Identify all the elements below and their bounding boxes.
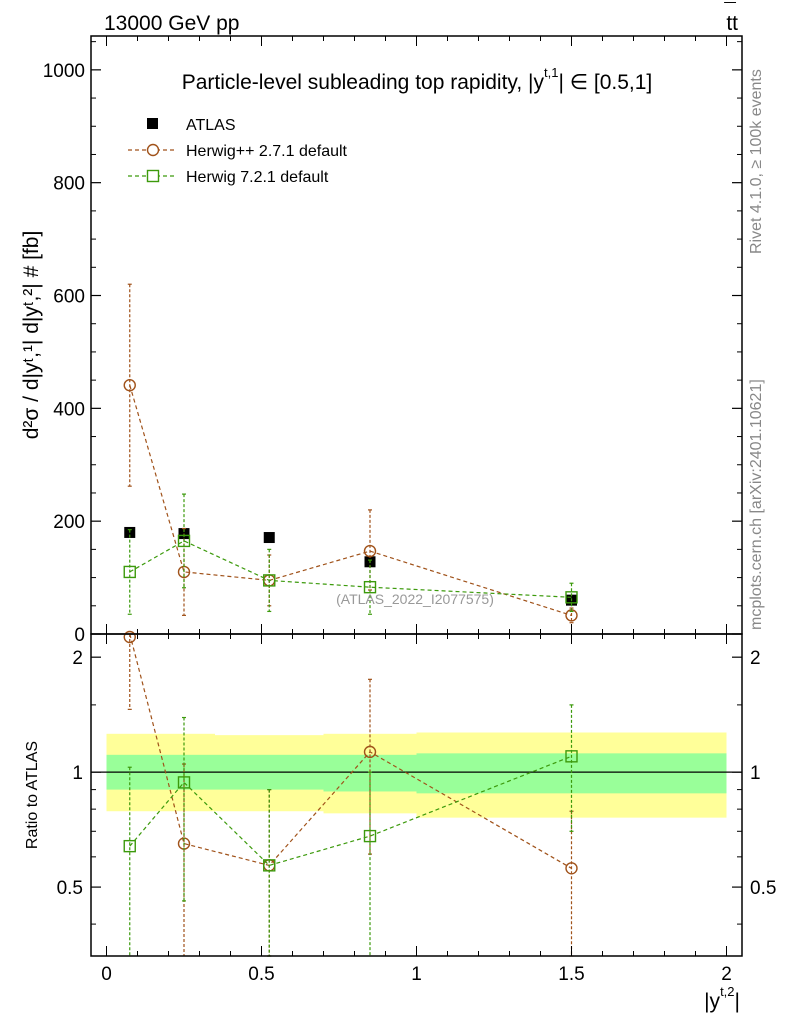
ratio-panel: 0.5 0.5 1 1 2 2 0 0.5 1 1.5 2 Ratio to ATLAS |yt,2… (24, 630, 776, 1013)
main-y-tick-label: 0 (74, 625, 85, 646)
legend-marker-herwigpp (146, 143, 160, 157)
main-y-tick-label: 200 (53, 512, 85, 533)
ratio-x-tick-label: 1.5 (558, 964, 584, 985)
ratio-point-herwig7 (177, 776, 191, 789)
legend-label-herwig7: Herwig 7.2.1 default (186, 169, 329, 186)
ratio-y-tick-label-right: 0.5 (750, 878, 776, 899)
main-point-herwig7 (123, 565, 136, 579)
main-title: Particle-level subleading top rapidity, … (182, 65, 653, 94)
ratio-point-herwigpp (363, 745, 377, 759)
ratio-point-herwigpp (123, 630, 136, 644)
main-y-tick-label: 600 (53, 287, 85, 308)
rivet-label: Rivet 4.1.0, ≥ 100k events (748, 69, 765, 254)
main-point-herwig7 (263, 574, 276, 587)
ratio-y-tick-label-right: 2 (750, 648, 761, 669)
process-label: tt (726, 12, 738, 35)
energy-label: 13000 GeV pp (104, 12, 239, 35)
legend-marker-herwig7 (146, 169, 160, 183)
mcplots-label: mcplots.cern.ch [arXiv:2401.10621] (748, 379, 765, 630)
ratio-bands (106, 732, 727, 818)
ratio-x-tick-label: 0.5 (248, 964, 274, 985)
x-axis-label-sup: t,2 (720, 984, 734, 999)
main-title-sup: t,1 (544, 65, 558, 80)
main-y-tick-label: 400 (53, 399, 85, 420)
ratio-y-tick-label: 2 (72, 648, 83, 669)
ratio-x-tick-label: 1 (411, 964, 422, 985)
ratio-line-herwig7 (129, 755, 572, 867)
main-y-label: d²σ / d|yᵗ,¹| d|yᵗ,²| # [fb] (20, 231, 43, 440)
main-line-herwig7 (129, 540, 572, 598)
main-watermark: (ATLAS_2022_I2077575) (336, 591, 494, 607)
ratio-point-herwig7 (363, 829, 377, 843)
main-point-herwig7 (565, 591, 578, 604)
main-y-tick-label: 800 (53, 174, 85, 195)
main-line-herwigpp (129, 385, 572, 616)
ratio-point-herwigpp (565, 862, 578, 875)
x-axis-label: |yt,2| (704, 984, 740, 1013)
ratio-y-tick-label-right: 1 (750, 763, 761, 784)
ratio-point-herwig7 (123, 839, 136, 853)
ratio-y-tick-label: 0.5 (57, 878, 83, 899)
main-data-layer (123, 283, 578, 624)
main-point-atlas (263, 532, 275, 544)
ratio-y-tick-label: 1 (72, 763, 83, 784)
ratio-x-tick-label: 2 (721, 964, 732, 985)
main-ticks: 0 200 400 600 800 1000 (43, 36, 742, 646)
main-y-tick-label: 1000 (43, 61, 85, 82)
ratio-x-tick-label: 0 (101, 964, 112, 985)
main-point-herwig7 (363, 580, 377, 594)
ratio-point-herwig7 (263, 859, 276, 872)
process-base: tt (726, 12, 738, 35)
legend-marker-atlas (147, 118, 158, 129)
main-point-herwig7 (177, 534, 191, 548)
ratio-y-label: Ratio to ATLAS (24, 741, 41, 849)
ratio-data-layer (123, 630, 578, 957)
main-point-herwigpp (123, 379, 136, 392)
main-point-herwigpp (363, 544, 377, 558)
process-bar: ¯ (723, 0, 736, 23)
legend-label-herwigpp: Herwig++ 2.7.1 default (186, 143, 348, 160)
ratio-ticks: 0.5 0.5 1 1 2 2 0 0.5 1 1.5 2 (57, 634, 776, 985)
legend: ATLAS Herwig++ 2.7.1 default Herwig 7.2.… (128, 117, 348, 186)
legend-label-atlas: ATLAS (186, 117, 236, 134)
ratio-point-herwig7 (565, 750, 578, 763)
